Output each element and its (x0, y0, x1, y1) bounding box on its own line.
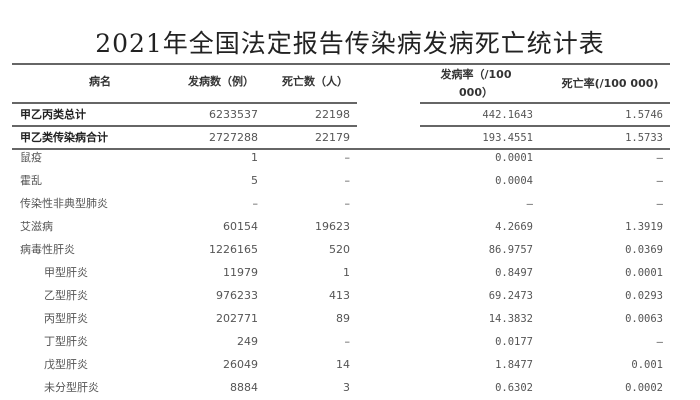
cell-cases: 6233537 (209, 108, 258, 121)
cell-incidence: 0.0004 (495, 175, 533, 187)
cell-mortality: 0.001 (631, 359, 663, 371)
cell-cases: 1226165 (209, 243, 258, 256)
cell-cases: 1 (251, 151, 258, 164)
header-cases: 发病数（例） (188, 75, 254, 88)
cell-deaths: – (344, 335, 351, 348)
cell-name: 霍乱 (20, 174, 42, 187)
cell-incidence: 86.9757 (488, 244, 533, 256)
cell-cases: 2727288 (209, 131, 258, 144)
cell-incidence: 69.2473 (488, 290, 533, 302)
table-row: 鼠疫 1 – 0.0001 – (0, 147, 700, 169)
cell-name: 乙型肝炎 (44, 289, 88, 302)
table-row: 乙型肝炎 976233 413 69.2473 0.0293 (0, 285, 700, 307)
row-rule-right (420, 125, 670, 127)
cell-incidence: 0.0177 (495, 336, 533, 348)
cell-incidence: – (526, 198, 533, 210)
cell-deaths: 19623 (315, 220, 350, 233)
cell-name: 丙型肝炎 (44, 312, 88, 325)
cell-name: 传染性非典型肺炎 (20, 197, 108, 210)
table-row: 丁型肝炎 249 – 0.0177 – (0, 331, 700, 353)
cell-cases: 5 (251, 174, 258, 187)
cell-name: 未分型肝炎 (44, 381, 99, 394)
header-incidence: 发病率（/100 000） (440, 68, 512, 99)
table-row: 传染性非典型肺炎 – – – – (0, 193, 700, 215)
cell-name: 甲乙丙类总计 (20, 108, 86, 121)
cell-name: 甲乙类传染病合计 (20, 131, 108, 144)
cell-incidence: 442.1643 (482, 109, 533, 121)
cell-cases: 26049 (223, 358, 258, 371)
cell-cases: 976233 (216, 289, 258, 302)
cell-mortality: 0.0293 (625, 290, 663, 302)
table-row: 病毒性肝炎 1226165 520 86.9757 0.0369 (0, 239, 700, 261)
cell-incidence: 193.4551 (482, 132, 533, 144)
header-name: 病名 (89, 75, 111, 88)
cell-name: 甲型肝炎 (44, 266, 88, 279)
header-deaths: 死亡数（人） (282, 75, 348, 88)
cell-mortality: – (656, 152, 663, 164)
cell-cases: 249 (237, 335, 258, 348)
cell-mortality: 1.3919 (625, 221, 663, 233)
table-row: 戊型肝炎 26049 14 1.8477 0.001 (0, 354, 700, 376)
cell-name: 艾滋病 (20, 220, 53, 233)
cell-mortality: 0.0063 (625, 313, 663, 325)
subtotal-rule (12, 148, 670, 150)
cell-deaths: 520 (329, 243, 350, 256)
cell-mortality: 0.0369 (625, 244, 663, 256)
cell-cases: 11979 (223, 266, 258, 279)
cell-deaths: – (344, 151, 351, 164)
cell-mortality: 0.0002 (625, 382, 663, 394)
cell-mortality: 1.5733 (625, 132, 663, 144)
cell-name: 鼠疫 (20, 151, 42, 164)
cell-incidence: 0.0001 (495, 152, 533, 164)
cell-deaths: 89 (336, 312, 350, 325)
cell-incidence: 14.3832 (488, 313, 533, 325)
page-title: 2021年全国法定报告传染病发病死亡统计表 (95, 29, 605, 58)
table-row: 艾滋病 60154 19623 4.2669 1.3919 (0, 216, 700, 238)
table-row: 丙型肝炎 202771 89 14.3832 0.0063 (0, 308, 700, 330)
cell-deaths: 22179 (315, 131, 350, 144)
cell-deaths: 1 (343, 266, 350, 279)
table-row: 甲乙类传染病合计 2727288 22179 193.4551 1.5733 (0, 127, 700, 149)
cell-deaths: 22198 (315, 108, 350, 121)
cell-incidence: 0.6302 (495, 382, 533, 394)
cell-deaths: 413 (329, 289, 350, 302)
cell-cases: 202771 (216, 312, 258, 325)
header-rule-left (12, 102, 357, 104)
table-row: 未分型肝炎 8884 3 0.6302 0.0002 (0, 377, 700, 399)
header-rule-right (420, 102, 670, 104)
cell-cases: 8884 (230, 381, 258, 394)
header-mortality: 死亡率(/100 000) (561, 77, 659, 90)
cell-cases: 60154 (223, 220, 258, 233)
cell-mortality: – (656, 336, 663, 348)
table-row: 甲乙丙类总计 6233537 22198 442.1643 1.5746 (0, 104, 700, 126)
cell-mortality: – (656, 175, 663, 187)
cell-incidence: 0.8497 (495, 267, 533, 279)
cell-mortality: 0.0001 (625, 267, 663, 279)
cell-incidence: 4.2669 (495, 221, 533, 233)
cell-deaths: 14 (336, 358, 350, 371)
cell-deaths: – (344, 197, 351, 210)
cell-mortality: – (656, 198, 663, 210)
cell-mortality: 1.5746 (625, 109, 663, 121)
cell-deaths: – (344, 174, 351, 187)
cell-name: 病毒性肝炎 (20, 243, 75, 256)
row-rule-left (12, 125, 357, 127)
cell-cases: – (252, 197, 259, 210)
table-top-rule (12, 63, 670, 65)
table-row: 霍乱 5 – 0.0004 – (0, 170, 700, 192)
cell-name: 丁型肝炎 (44, 335, 88, 348)
cell-name: 戊型肝炎 (44, 358, 88, 371)
table-row: 甲型肝炎 11979 1 0.8497 0.0001 (0, 262, 700, 284)
cell-deaths: 3 (343, 381, 350, 394)
cell-incidence: 1.8477 (495, 359, 533, 371)
